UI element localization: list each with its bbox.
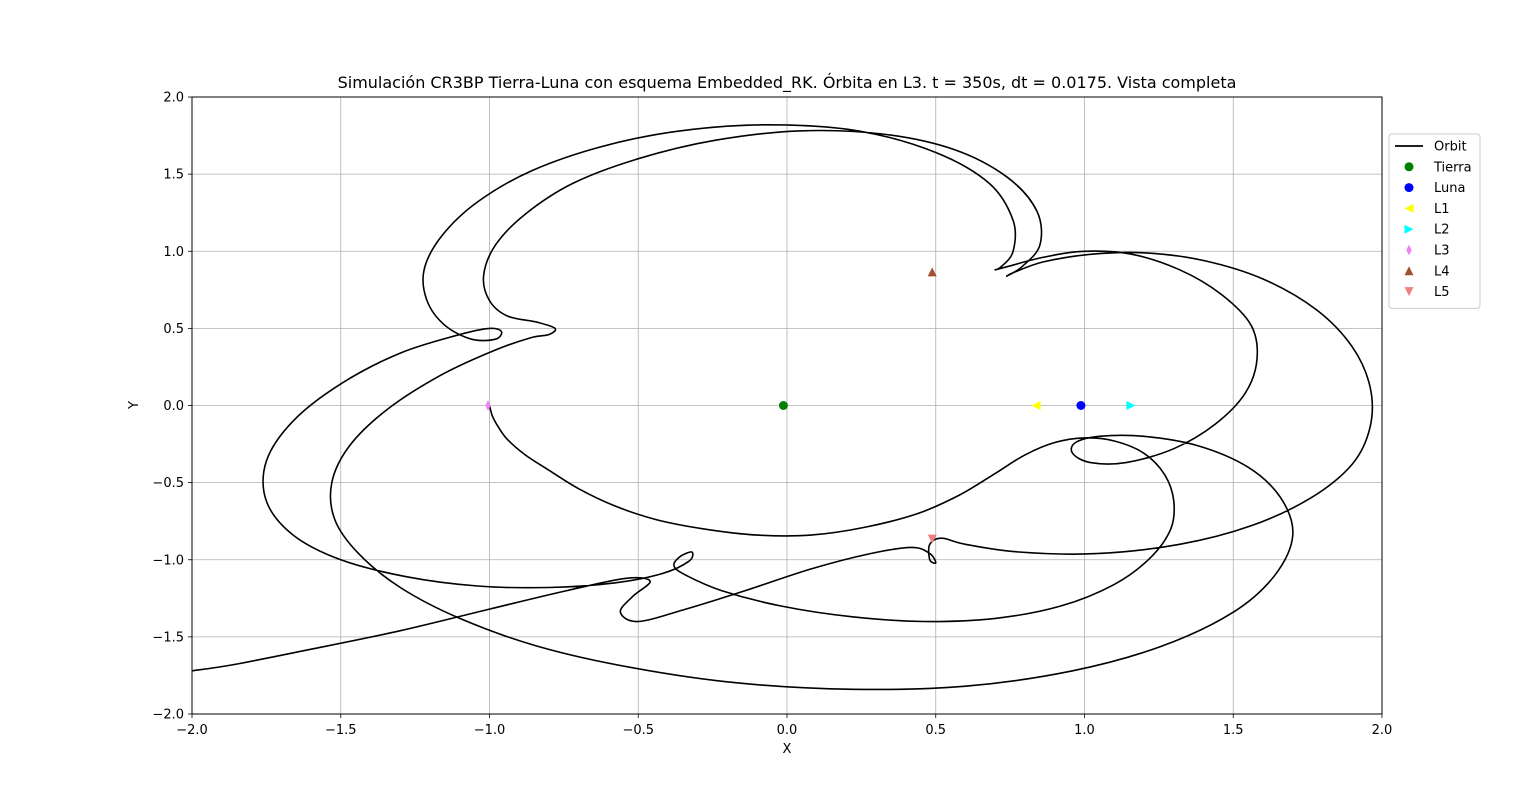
marker-l1	[1031, 401, 1041, 410]
x-tick-label: 1.5	[1223, 723, 1244, 738]
y-axis-ticks: −2.0 −1.5 −1.0 −0.5 0.0 0.5 1.0 1.5 2.0	[152, 91, 192, 723]
x-axis-label: X	[783, 742, 792, 757]
y-tick-label: −0.5	[152, 476, 184, 491]
x-tick-label: 2.0	[1372, 723, 1393, 738]
y-tick-label: 2.0	[163, 91, 184, 106]
y-tick-label: 1.5	[163, 168, 184, 183]
legend-label-l2: L2	[1434, 223, 1450, 238]
orbit-line	[192, 123, 1374, 691]
x-axis-ticks: −2.0 −1.5 −1.0 −0.5 0.0 0.5 1.0 1.5 2.0	[176, 714, 1392, 738]
y-tick-label: −1.0	[152, 553, 184, 568]
legend-swatch-l1	[1404, 203, 1414, 213]
y-tick-label: −2.0	[152, 708, 184, 723]
marker-l2	[1126, 401, 1136, 410]
legend-swatch-tierra	[1404, 162, 1414, 172]
marker-layer	[485, 267, 1136, 544]
x-tick-label: −1.0	[474, 723, 506, 738]
legend-label-l4: L4	[1434, 264, 1450, 279]
marker-l3	[485, 400, 491, 411]
y-tick-label: 1.0	[163, 245, 184, 260]
x-tick-label: −2.0	[176, 723, 208, 738]
plot-frame	[191, 96, 1383, 715]
chart-title: Simulación CR3BP Tierra-Luna con esquema…	[338, 73, 1237, 93]
y-tick-label: 0.5	[163, 322, 184, 337]
legend-label-orbit: Orbit	[1434, 140, 1467, 155]
marker-l5	[927, 534, 937, 544]
legend-swatch-luna	[1404, 183, 1414, 193]
x-tick-label: −1.5	[325, 723, 357, 738]
y-tick-label: 0.0	[163, 399, 184, 414]
legend-label-tierra: Tierra	[1433, 160, 1472, 175]
legend-label-luna: Luna	[1434, 181, 1465, 196]
x-tick-label: −0.5	[622, 723, 654, 738]
legend-swatch-l5	[1404, 287, 1414, 297]
legend-swatch-l4	[1404, 266, 1414, 276]
x-tick-label: 1.0	[1074, 723, 1095, 738]
legend-label-l1: L1	[1434, 202, 1450, 217]
marker-l4	[927, 267, 937, 277]
legend-swatch-l2	[1404, 224, 1414, 234]
legend-swatch-l3	[1406, 244, 1412, 256]
x-tick-label: 0.0	[777, 723, 798, 738]
marker-tierra	[778, 401, 788, 410]
legend-label-l5: L5	[1434, 285, 1450, 300]
legend: Orbit Tierra Luna L1 L2 L3 L4 L5	[1388, 133, 1481, 309]
legend-label-l3: L3	[1434, 244, 1450, 259]
y-tick-label: −1.5	[152, 630, 184, 645]
marker-luna	[1076, 401, 1086, 410]
y-axis-label: Y	[127, 401, 142, 410]
x-tick-label: 0.5	[925, 723, 946, 738]
legend-box	[1388, 133, 1481, 309]
